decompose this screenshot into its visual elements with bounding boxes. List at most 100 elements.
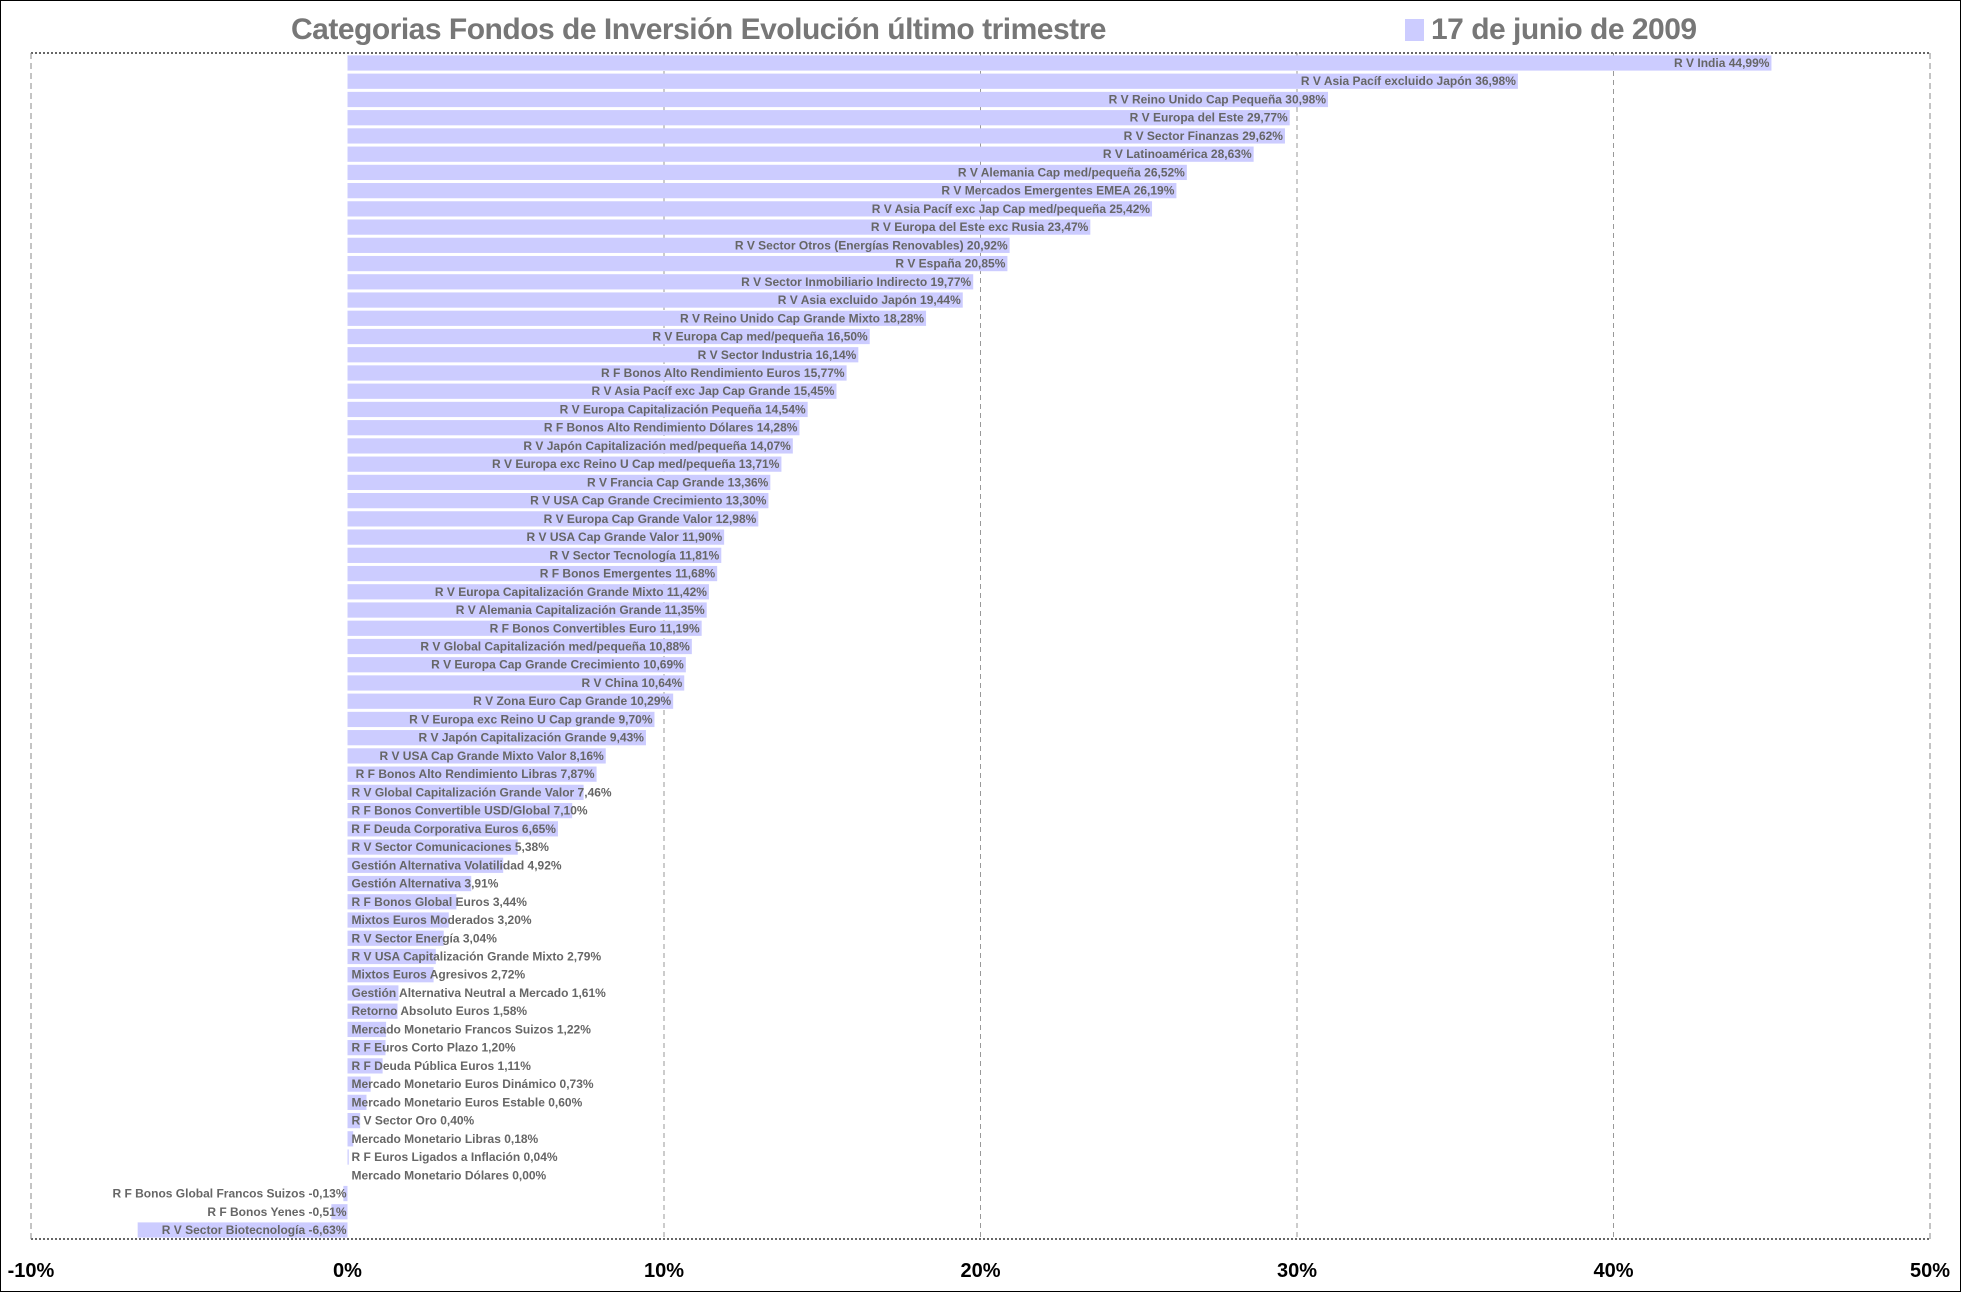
bar-label: R V Alemania Cap med/pequeña 26,52%	[958, 165, 1185, 179]
bar	[347, 420, 800, 436]
bar-label: R V Japón Capitalización med/pequeña 14,…	[523, 439, 791, 453]
bar-label: R V Sector Finanzas 29,62%	[1124, 129, 1284, 143]
bar	[347, 894, 457, 910]
bar	[347, 930, 444, 946]
bar	[347, 328, 870, 345]
bar	[347, 967, 434, 983]
bar-label: Mixtos Euros Moderados 3,20%	[352, 913, 532, 927]
bar	[347, 875, 472, 892]
bar-label: R V China 10,64%	[582, 676, 683, 690]
x-tick-label: -10%	[8, 1260, 55, 1282]
bar-label: R V Asia excluido Japón 19,44%	[778, 293, 961, 307]
bar-label: R F Bonos Alto Rendimiento Euros 15,77%	[601, 366, 845, 380]
bar-label: Mixtos Euros Agresivos 2,72%	[352, 968, 526, 982]
bar	[347, 292, 963, 308]
bar	[347, 547, 722, 563]
bar-label: R V Sector Energía 3,04%	[352, 931, 498, 945]
legend: 17 de junio de 2009	[1405, 13, 1697, 47]
legend-label: 17 de junio de 2009	[1431, 13, 1697, 46]
bar	[347, 401, 808, 418]
bar-label: R V Sector Comunicaciones 5,38%	[352, 840, 550, 854]
bar	[347, 584, 709, 600]
x-tick-label: 0%	[333, 1260, 362, 1282]
bar	[347, 347, 859, 363]
bar-label: R F Bonos Global Francos Suizos -0,13%	[112, 1187, 346, 1201]
bar	[347, 237, 1010, 253]
bar	[347, 1149, 349, 1165]
bar	[347, 219, 1091, 235]
bar-label: R V Europa Cap med/pequeña 16,50%	[652, 330, 868, 344]
bar-label: R V Europa exc Reino U Cap grande 9,70%	[409, 712, 653, 726]
bar-label: Mercado Monetario Dólares 0,00%	[352, 1168, 547, 1182]
bar	[347, 128, 1285, 144]
bar-label: R V Reino Unido Cap Grande Mixto 18,28%	[680, 311, 924, 325]
bar	[347, 310, 927, 326]
bar-label: R V Europa Capitalización Grande Mixto 1…	[435, 585, 707, 599]
bar-label: R F Euros Ligados a Inflación 0,04%	[352, 1150, 558, 1164]
bar	[347, 802, 573, 819]
bar	[347, 748, 606, 764]
bar-label: R V Sector Industria 16,14%	[698, 348, 857, 362]
bar	[347, 365, 847, 381]
x-tick-label: 30%	[1277, 1260, 1317, 1282]
bar-label: R V Europa Cap Grande Valor 12,98%	[544, 512, 757, 526]
bar	[347, 602, 707, 618]
bar	[347, 1040, 386, 1056]
bar-label: R F Bonos Alto Rendimiento Libras 7,87%	[356, 767, 595, 781]
bar	[331, 1204, 348, 1220]
bar	[347, 1131, 354, 1147]
legend-swatch	[1405, 19, 1424, 41]
bar	[347, 857, 504, 873]
bar	[347, 474, 771, 491]
bar-label: Mercado Monetario Francos Suizos 1,22%	[352, 1022, 592, 1036]
bar-label: Gestión Alternativa Neutral a Mercado 1,…	[352, 986, 607, 1000]
bar-label: R V Reino Unido Cap Pequeña 30,98%	[1109, 92, 1327, 106]
bar	[347, 620, 702, 636]
bar-label: Mercado Monetario Euros Estable 0,60%	[352, 1095, 583, 1109]
bar-label: R V Sector Otros (Energías Renovables) 2…	[735, 238, 1008, 252]
bar	[347, 1094, 367, 1110]
bar	[347, 1003, 398, 1019]
bar	[347, 657, 686, 673]
bar-label: R V USA Cap Grande Valor 11,90%	[526, 530, 722, 544]
bar	[347, 529, 725, 545]
bar-label: R V Francia Cap Grande 13,36%	[587, 475, 769, 489]
bar	[347, 839, 518, 855]
bar-label: Retorno Absoluto Euros 1,58%	[352, 1004, 528, 1018]
bar-label: R V Europa del Este 29,77%	[1130, 111, 1288, 125]
bar	[347, 1021, 387, 1038]
bar-label: R F Bonos Convertibles Euro 11,19%	[490, 621, 700, 635]
bar	[347, 201, 1153, 217]
bar-label: R V Europa Cap Grande Crecimiento 10,69%	[431, 658, 684, 672]
bar	[347, 821, 558, 837]
bar-label: R V India 44,99%	[1674, 56, 1770, 70]
bar-label: R V Europa exc Reino U Cap med/pequeña 1…	[492, 457, 780, 471]
bar	[347, 730, 646, 746]
x-tick-label: 50%	[1910, 1260, 1950, 1282]
bar-label: R F Bonos Convertible USD/Global 7,10%	[352, 804, 588, 818]
bar-label: R V Global Capitalización Grande Valor 7…	[352, 785, 612, 799]
bar-label: Mercado Monetario Euros Dinámico 0,73%	[352, 1077, 594, 1091]
bar-label: R V Asia Pacíf exc Jap Cap Grande 15,45%	[591, 384, 834, 398]
bar	[347, 456, 782, 472]
bar	[347, 784, 584, 800]
bar-label: R V Sector Tecnología 11,81%	[549, 548, 719, 562]
bar	[347, 511, 759, 527]
bar-label: Gestión Alternativa 3,91%	[352, 877, 499, 891]
bar	[347, 693, 674, 709]
bar	[347, 766, 597, 782]
bar	[347, 948, 436, 965]
bar	[347, 91, 1329, 108]
bar-label: R V Asia Pacíf excluido Japón 36,98%	[1301, 74, 1516, 88]
bar-label: R V España 20,85%	[895, 257, 1005, 271]
bar	[347, 638, 692, 655]
bar	[347, 438, 793, 454]
bar-label: R V Sector Inmobiliario Indirecto 19,77%	[741, 275, 971, 289]
bar-label: R V USA Capitalización Grande Mixto 2,79…	[352, 949, 602, 963]
bar-label: R F Deuda Corporativa Euros 6,65%	[351, 822, 556, 836]
bar-label: R V Zona Euro Cap Grande 10,29%	[473, 694, 671, 708]
bar	[347, 912, 449, 928]
bar	[347, 146, 1254, 162]
